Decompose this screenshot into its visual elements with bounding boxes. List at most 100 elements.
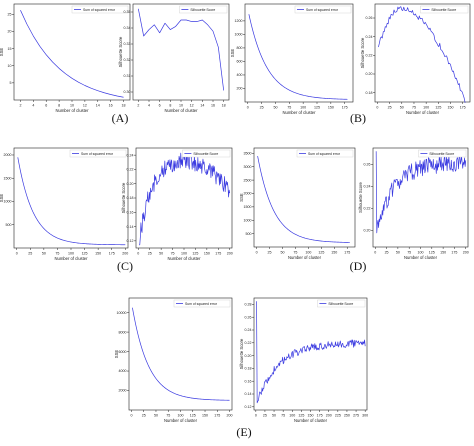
y-tick-label: 0.18 <box>245 367 252 371</box>
x-tick-label: 175 <box>342 106 348 110</box>
chart-panel-7: 0 25 50 75 100 125 150 175 500 1000 1500 2000 2500 30… <box>239 147 356 260</box>
x-tick-label: 75 <box>166 414 170 418</box>
y-tick-label: 1200 <box>235 19 243 23</box>
y-tick-label: 2000 <box>119 389 127 393</box>
y-tick-label: 4000 <box>119 369 127 373</box>
plot-frame <box>132 3 230 101</box>
panel-label: (A) <box>112 111 129 125</box>
panel-label: (C) <box>117 259 133 273</box>
y-tick-label: 0.20 <box>245 354 252 358</box>
plot-frame <box>374 3 471 103</box>
series-line <box>20 10 124 98</box>
x-tick-label: 125 <box>192 252 198 256</box>
chart-panel-5: 0 25 50 75 100 125 150 175 200 500 1000 1500 2000 Num… <box>0 147 129 261</box>
series-line <box>137 8 225 91</box>
legend-label: Sum of squared error <box>308 152 341 156</box>
y-tick-label: 1500 <box>4 176 12 180</box>
chart-panel-1: 2 4 6 8 10 12 14 16 18 5 10 15 20 25 Number of cluster… <box>0 3 131 113</box>
y-tick-label: 0.24 <box>245 328 252 332</box>
x-tick-label: 0 <box>247 106 249 110</box>
legend: Sum of squared error <box>296 149 354 158</box>
legend-box <box>420 5 469 14</box>
x-tick-label: 0 <box>374 251 376 255</box>
x-tick-label: 10 <box>70 104 74 108</box>
x-tick-label: 125 <box>298 414 304 418</box>
series-line <box>132 307 230 401</box>
chart-panel-2: 2 4 6 8 10 12 14 16 18 0.30 0.31 0.32 0.33 0.34 0.35 Nu… <box>118 3 230 113</box>
x-tick-label: 0 <box>16 252 18 256</box>
legend-label: Silhouette Score <box>328 302 353 306</box>
x-tick-label: 25 <box>388 106 392 110</box>
chart-panel-6: 0 25 50 75 100 125 150 175 200 0.12 0.14 0.16 0.18 0.… <box>121 147 233 261</box>
legend-label: Sum of squared error <box>185 302 218 306</box>
y-tick-label: 0.24 <box>127 153 134 157</box>
x-tick-label: 75 <box>412 106 416 110</box>
series-line <box>138 152 231 246</box>
x-tick-label: 150 <box>308 414 314 418</box>
y-tick-label: 0.16 <box>245 379 252 383</box>
plot-frame <box>244 3 354 103</box>
x-axis-label: Number of cluster <box>164 108 198 113</box>
x-tick-label: 200 <box>227 414 233 418</box>
x-axis-label: Number of cluster <box>282 110 316 115</box>
x-tick-label: 2 <box>137 104 139 108</box>
x-tick-label: 50 <box>280 251 284 255</box>
y-tick-label: 0.24 <box>364 185 371 189</box>
chart-panel-10: 0 25 50 75 100 125 150 175 200 225 250 275 300 0.12 0.… <box>239 297 368 423</box>
legend: Silhouette Score <box>418 149 467 158</box>
x-tick-label: 6 <box>45 104 47 108</box>
y-axis-label: Silhouette Score <box>239 338 244 369</box>
x-tick-label: 150 <box>328 106 334 110</box>
chart-panel-3: 0 25 50 75 100 125 150 175 200 400 600 800 1000 1200 N… <box>230 3 354 115</box>
legend-box <box>317 299 366 308</box>
y-tick-label: 3000 <box>244 165 252 169</box>
y-tick-label: 0.14 <box>245 392 252 396</box>
x-tick-label: 250 <box>344 414 350 418</box>
x-tick-label: 12 <box>190 104 194 108</box>
legend-label: Silhouette Score <box>431 8 456 12</box>
x-tick-label: 300 <box>362 414 368 418</box>
y-tick-label: 0.26 <box>366 16 373 20</box>
legend-label: Sum of squared error <box>83 8 116 12</box>
y-axis-label: Silhouette Score <box>121 182 126 213</box>
x-tick-label: 225 <box>335 414 341 418</box>
x-tick-label: 275 <box>353 414 359 418</box>
legend: Silhouette Score <box>420 5 469 14</box>
legend-box <box>173 299 231 308</box>
y-tick-label: 20 <box>8 30 12 34</box>
plot-frame <box>253 147 356 248</box>
x-tick-label: 75 <box>171 252 175 256</box>
x-tick-label: 0 <box>255 414 257 418</box>
y-tick-label: 3500 <box>244 152 252 156</box>
series-line <box>375 151 467 234</box>
x-tick-label: 0 <box>137 252 139 256</box>
legend-label: Sum of squared error <box>306 8 339 12</box>
x-tick-label: 0 <box>376 106 378 110</box>
y-tick-label: 0.20 <box>127 182 134 186</box>
x-tick-label: 175 <box>215 252 221 256</box>
y-axis-label: Silhouette Score <box>118 36 123 67</box>
y-tick-label: 0.32 <box>124 58 131 62</box>
x-tick-label: 175 <box>214 414 220 418</box>
x-tick-label: 18 <box>222 104 226 108</box>
y-tick-label: 15 <box>8 47 12 51</box>
y-tick-label: 10 <box>8 64 12 68</box>
legend: Silhouette Score <box>182 149 231 158</box>
y-axis-label: SSE <box>239 193 244 202</box>
series-line <box>256 301 366 404</box>
legend-label: Sum of squared error <box>81 152 114 156</box>
x-tick-label: 14 <box>96 104 100 108</box>
x-tick-label: 14 <box>200 104 204 108</box>
y-axis-label: SSE <box>230 49 235 58</box>
legend-label: Silhouette Score <box>193 152 218 156</box>
x-tick-label: 100 <box>181 252 187 256</box>
x-tick-label: 200 <box>227 252 233 256</box>
x-tick-label: 175 <box>344 251 350 255</box>
chart-panel-8: 0 25 50 75 100 125 150 175 200 0.20 0.22 0.24 0.26 Nu… <box>358 147 469 260</box>
panel-label: (B) <box>350 111 366 125</box>
chart-panel-9: 0 25 50 75 100 125 150 175 200 2000 4000 6000 8000 10… <box>114 297 233 423</box>
y-tick-label: 8000 <box>119 330 127 334</box>
y-tick-label: 0.28 <box>245 303 252 307</box>
y-tick-label: 0.24 <box>366 35 373 39</box>
